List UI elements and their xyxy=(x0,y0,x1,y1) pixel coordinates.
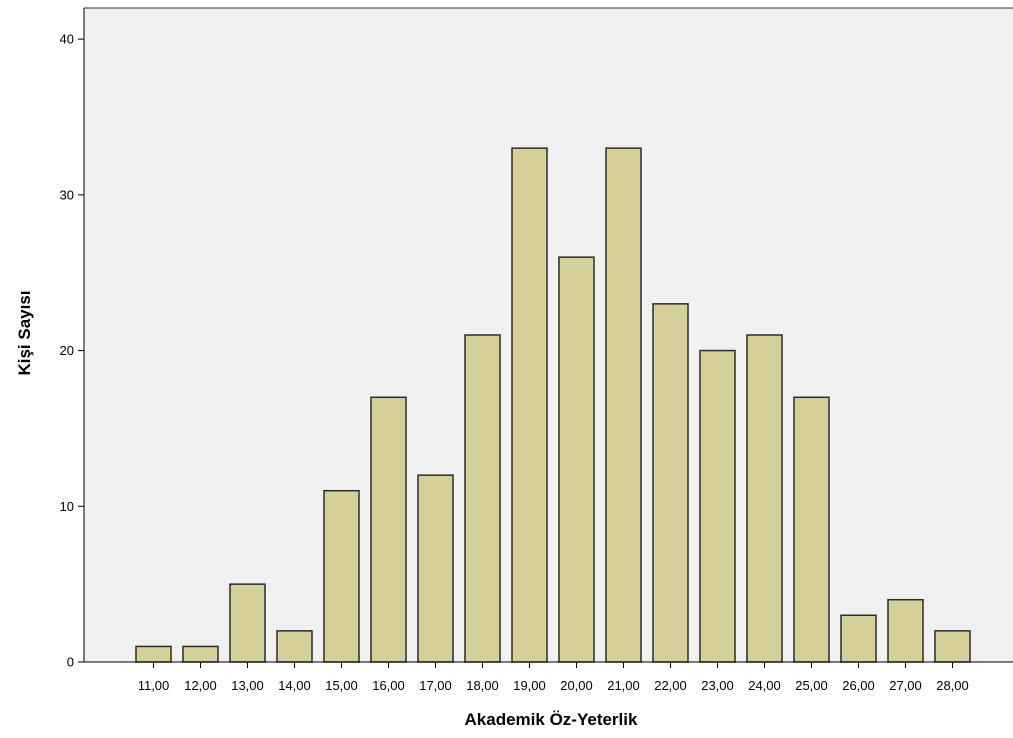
x-tick-label-16,00: 16,00 xyxy=(372,678,405,693)
x-tick-label-15,00: 15,00 xyxy=(325,678,358,693)
y-tick-label-30: 30 xyxy=(60,187,74,202)
x-tick-label-28,00: 28,00 xyxy=(936,678,969,693)
bar-11,00 xyxy=(136,646,171,662)
x-tick-label-13,00: 13,00 xyxy=(231,678,264,693)
x-tick-label-17,00: 17,00 xyxy=(419,678,452,693)
bar-18,00 xyxy=(465,335,500,662)
bar-21,00 xyxy=(606,148,641,662)
bar-14,00 xyxy=(277,631,312,662)
x-tick-label-20,00: 20,00 xyxy=(560,678,593,693)
bar-15,00 xyxy=(324,491,359,662)
x-tick-label-22,00: 22,00 xyxy=(654,678,687,693)
bar-26,00 xyxy=(841,615,876,662)
y-axis: 0 10 20 30 40 xyxy=(60,8,84,670)
y-axis-label: Kişi Sayısı xyxy=(15,290,34,375)
bar-20,00 xyxy=(559,257,594,662)
plot-area-background xyxy=(84,8,1013,662)
y-tick-label-20: 20 xyxy=(60,343,74,358)
bar-23,00 xyxy=(700,351,735,662)
bar-17,00 xyxy=(418,475,453,662)
y-tick-label-0: 0 xyxy=(67,655,74,670)
bar-13,00 xyxy=(230,584,265,662)
bar-12,00 xyxy=(183,646,218,662)
bar-27,00 xyxy=(888,600,923,662)
y-tick-label-40: 40 xyxy=(60,32,74,47)
bar-25,00 xyxy=(794,397,829,662)
bar-19,00 xyxy=(512,148,547,662)
x-tick-label-24,00: 24,00 xyxy=(748,678,781,693)
y-tick-label-10: 10 xyxy=(60,499,74,514)
x-axis-label: Akademik Öz-Yeterlik xyxy=(465,710,638,729)
x-tick-label-18,00: 18,00 xyxy=(466,678,499,693)
x-tick-label-12,00: 12,00 xyxy=(184,678,217,693)
bar-16,00 xyxy=(371,397,406,662)
x-tick-label-25,00: 25,00 xyxy=(795,678,828,693)
x-tick-label-14,00: 14,00 xyxy=(278,678,311,693)
x-tick-label-19,00: 19,00 xyxy=(513,678,546,693)
x-tick-label-26,00: 26,00 xyxy=(842,678,875,693)
x-tick-label-23,00: 23,00 xyxy=(701,678,734,693)
bar-28,00 xyxy=(935,631,970,662)
x-tick-label-21,00: 21,00 xyxy=(607,678,640,693)
bar-22,00 xyxy=(653,304,688,662)
x-axis: 11,00 12,00 13,00 14,00 15,00 16,00 17,00 18,00… xyxy=(84,662,1013,693)
bar-24,00 xyxy=(747,335,782,662)
x-tick-label-11,00: 11,00 xyxy=(138,678,170,693)
x-tick-label-27,00: 27,00 xyxy=(889,678,922,693)
